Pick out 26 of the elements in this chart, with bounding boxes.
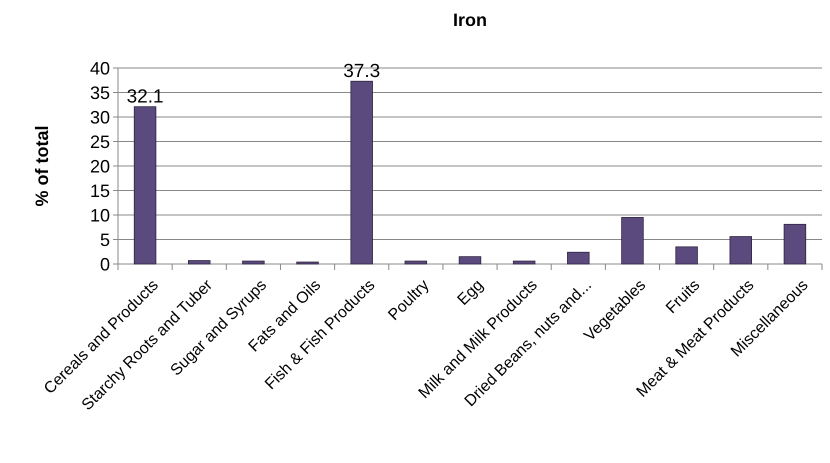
bar bbox=[458, 256, 482, 264]
data-label: 32.1 bbox=[126, 86, 164, 108]
bar bbox=[621, 217, 644, 264]
y-tick-label: 0 bbox=[100, 254, 110, 274]
bar bbox=[134, 106, 156, 264]
bar bbox=[567, 252, 590, 264]
y-tick-label: 25 bbox=[90, 132, 110, 152]
y-tick-label: 40 bbox=[90, 58, 110, 78]
y-tick-label: 35 bbox=[90, 82, 110, 103]
bar bbox=[730, 236, 752, 264]
bar bbox=[404, 260, 428, 264]
bar bbox=[350, 80, 373, 264]
bar bbox=[242, 260, 265, 264]
chart-title: Iron bbox=[453, 10, 487, 30]
y-axis-title: % of total bbox=[32, 126, 52, 206]
bar bbox=[188, 260, 210, 264]
bar bbox=[675, 246, 698, 264]
data-label: 37.3 bbox=[343, 61, 380, 82]
x-tick-label: Egg bbox=[454, 276, 487, 309]
bar bbox=[512, 260, 536, 264]
y-tick-label: 20 bbox=[90, 156, 110, 176]
bar bbox=[784, 224, 806, 264]
y-tick-label: 10 bbox=[90, 205, 110, 226]
y-tick-label: 5 bbox=[100, 230, 110, 250]
y-tick-label: 15 bbox=[90, 180, 110, 201]
y-tick-label: 30 bbox=[90, 107, 110, 128]
